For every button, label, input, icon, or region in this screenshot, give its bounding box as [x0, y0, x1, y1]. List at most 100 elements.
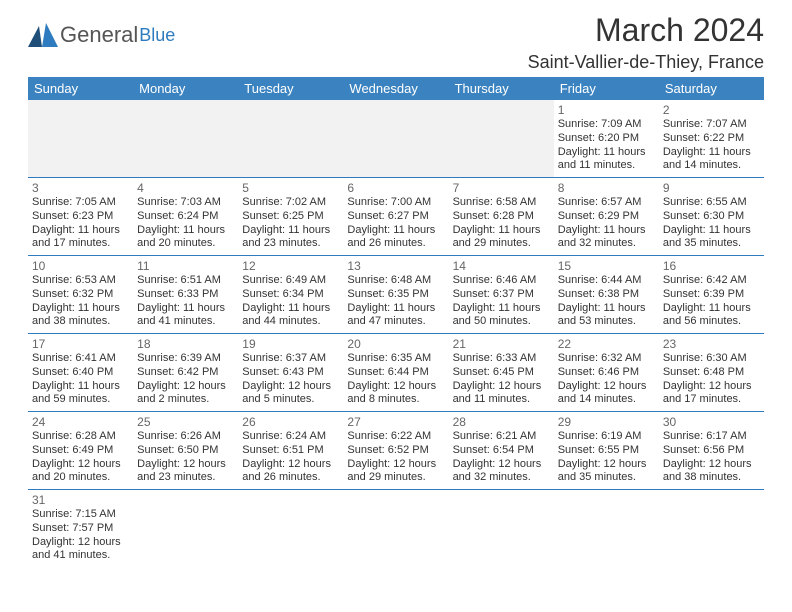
day-number: 17 [32, 337, 127, 351]
day-info: Sunrise: 6:51 AMSunset: 6:33 PMDaylight:… [137, 274, 232, 329]
dow-thursday: Thursday [449, 77, 554, 100]
day-info: Sunrise: 6:55 AMSunset: 6:30 PMDaylight:… [663, 196, 758, 251]
day-number: 23 [663, 337, 758, 351]
daylight-label: Daylight: 11 hours and 59 minutes. [32, 380, 127, 408]
day-info: Sunrise: 6:22 AMSunset: 6:52 PMDaylight:… [347, 430, 442, 485]
sunrise-label: Sunrise: 6:48 AM [347, 274, 442, 288]
calendar-cell: 6Sunrise: 7:00 AMSunset: 6:27 PMDaylight… [343, 178, 448, 256]
day-info: Sunrise: 6:53 AMSunset: 6:32 PMDaylight:… [32, 274, 127, 329]
calendar-cell: 7Sunrise: 6:58 AMSunset: 6:28 PMDaylight… [449, 178, 554, 256]
sunrise-label: Sunrise: 7:03 AM [137, 196, 232, 210]
dow-saturday: Saturday [659, 77, 764, 100]
logo-icon [28, 23, 58, 47]
day-info: Sunrise: 7:07 AMSunset: 6:22 PMDaylight:… [663, 118, 758, 173]
day-number: 4 [137, 181, 232, 195]
daylight-label: Daylight: 12 hours and 5 minutes. [242, 380, 337, 408]
day-info: Sunrise: 7:03 AMSunset: 6:24 PMDaylight:… [137, 196, 232, 251]
sunset-label: Sunset: 6:51 PM [242, 444, 337, 458]
calendar-table: Sunday Monday Tuesday Wednesday Thursday… [28, 77, 764, 567]
daylight-label: Daylight: 11 hours and 44 minutes. [242, 302, 337, 330]
sunset-label: Sunset: 6:48 PM [663, 366, 758, 380]
dow-sunday: Sunday [28, 77, 133, 100]
sunrise-label: Sunrise: 7:15 AM [32, 508, 127, 522]
daylight-label: Daylight: 12 hours and 38 minutes. [663, 458, 758, 486]
day-number: 30 [663, 415, 758, 429]
day-info: Sunrise: 6:26 AMSunset: 6:50 PMDaylight:… [137, 430, 232, 485]
daylight-label: Daylight: 12 hours and 26 minutes. [242, 458, 337, 486]
calendar-cell-empty [28, 100, 133, 178]
calendar-row: 31Sunrise: 7:15 AMSunset: 7:57 PMDayligh… [28, 490, 764, 568]
day-number: 7 [453, 181, 548, 195]
daylight-label: Daylight: 11 hours and 17 minutes. [32, 224, 127, 252]
sunset-label: Sunset: 6:39 PM [663, 288, 758, 302]
calendar-cell: 3Sunrise: 7:05 AMSunset: 6:23 PMDaylight… [28, 178, 133, 256]
sunset-label: Sunset: 6:50 PM [137, 444, 232, 458]
daylight-label: Daylight: 11 hours and 56 minutes. [663, 302, 758, 330]
daylight-label: Daylight: 12 hours and 14 minutes. [558, 380, 653, 408]
daylight-label: Daylight: 11 hours and 50 minutes. [453, 302, 548, 330]
dow-wednesday: Wednesday [343, 77, 448, 100]
day-number: 2 [663, 103, 758, 117]
calendar-cell: 12Sunrise: 6:49 AMSunset: 6:34 PMDayligh… [238, 256, 343, 334]
dow-tuesday: Tuesday [238, 77, 343, 100]
calendar-cell-empty [133, 490, 238, 568]
calendar-cell: 10Sunrise: 6:53 AMSunset: 6:32 PMDayligh… [28, 256, 133, 334]
sunset-label: Sunset: 6:23 PM [32, 210, 127, 224]
calendar-cell: 8Sunrise: 6:57 AMSunset: 6:29 PMDaylight… [554, 178, 659, 256]
day-info: Sunrise: 7:09 AMSunset: 6:20 PMDaylight:… [558, 118, 653, 173]
day-info: Sunrise: 6:48 AMSunset: 6:35 PMDaylight:… [347, 274, 442, 329]
sunset-label: Sunset: 6:28 PM [453, 210, 548, 224]
sunrise-label: Sunrise: 6:57 AM [558, 196, 653, 210]
calendar-cell: 1Sunrise: 7:09 AMSunset: 6:20 PMDaylight… [554, 100, 659, 178]
sunrise-label: Sunrise: 6:55 AM [663, 196, 758, 210]
day-info: Sunrise: 6:41 AMSunset: 6:40 PMDaylight:… [32, 352, 127, 407]
calendar-cell-empty [554, 490, 659, 568]
daylight-label: Daylight: 12 hours and 23 minutes. [137, 458, 232, 486]
day-number: 24 [32, 415, 127, 429]
sunrise-label: Sunrise: 6:49 AM [242, 274, 337, 288]
sunrise-label: Sunrise: 6:42 AM [663, 274, 758, 288]
calendar-row: 10Sunrise: 6:53 AMSunset: 6:32 PMDayligh… [28, 256, 764, 334]
day-number: 26 [242, 415, 337, 429]
day-info: Sunrise: 6:35 AMSunset: 6:44 PMDaylight:… [347, 352, 442, 407]
calendar-cell: 5Sunrise: 7:02 AMSunset: 6:25 PMDaylight… [238, 178, 343, 256]
day-number: 5 [242, 181, 337, 195]
day-info: Sunrise: 6:39 AMSunset: 6:42 PMDaylight:… [137, 352, 232, 407]
calendar-cell: 2Sunrise: 7:07 AMSunset: 6:22 PMDaylight… [659, 100, 764, 178]
day-info: Sunrise: 6:44 AMSunset: 6:38 PMDaylight:… [558, 274, 653, 329]
calendar-cell: 16Sunrise: 6:42 AMSunset: 6:39 PMDayligh… [659, 256, 764, 334]
daylight-label: Daylight: 12 hours and 2 minutes. [137, 380, 232, 408]
logo: General Blue [28, 22, 175, 48]
day-number: 15 [558, 259, 653, 273]
calendar-cell: 9Sunrise: 6:55 AMSunset: 6:30 PMDaylight… [659, 178, 764, 256]
sunset-label: Sunset: 6:37 PM [453, 288, 548, 302]
calendar-cell: 18Sunrise: 6:39 AMSunset: 6:42 PMDayligh… [133, 334, 238, 412]
sunrise-label: Sunrise: 6:37 AM [242, 352, 337, 366]
day-number: 1 [558, 103, 653, 117]
sunset-label: Sunset: 6:43 PM [242, 366, 337, 380]
day-number: 9 [663, 181, 758, 195]
calendar-cell: 29Sunrise: 6:19 AMSunset: 6:55 PMDayligh… [554, 412, 659, 490]
day-number: 31 [32, 493, 127, 507]
daylight-label: Daylight: 11 hours and 20 minutes. [137, 224, 232, 252]
sunset-label: Sunset: 6:30 PM [663, 210, 758, 224]
calendar-cell-empty [238, 100, 343, 178]
day-info: Sunrise: 7:02 AMSunset: 6:25 PMDaylight:… [242, 196, 337, 251]
calendar-cell-empty [343, 490, 448, 568]
day-number: 3 [32, 181, 127, 195]
sunrise-label: Sunrise: 6:17 AM [663, 430, 758, 444]
sunrise-label: Sunrise: 6:44 AM [558, 274, 653, 288]
daylight-label: Daylight: 12 hours and 32 minutes. [453, 458, 548, 486]
daylight-label: Daylight: 12 hours and 20 minutes. [32, 458, 127, 486]
day-info: Sunrise: 7:00 AMSunset: 6:27 PMDaylight:… [347, 196, 442, 251]
sunrise-label: Sunrise: 6:33 AM [453, 352, 548, 366]
day-info: Sunrise: 7:05 AMSunset: 6:23 PMDaylight:… [32, 196, 127, 251]
calendar-cell: 28Sunrise: 6:21 AMSunset: 6:54 PMDayligh… [449, 412, 554, 490]
page-title: March 2024 [528, 12, 764, 49]
calendar-cell: 14Sunrise: 6:46 AMSunset: 6:37 PMDayligh… [449, 256, 554, 334]
sunrise-label: Sunrise: 6:41 AM [32, 352, 127, 366]
daylight-label: Daylight: 11 hours and 26 minutes. [347, 224, 442, 252]
sunset-label: Sunset: 6:27 PM [347, 210, 442, 224]
sunset-label: Sunset: 6:22 PM [663, 132, 758, 146]
title-block: March 2024 Saint-Vallier-de-Thiey, Franc… [528, 12, 764, 73]
